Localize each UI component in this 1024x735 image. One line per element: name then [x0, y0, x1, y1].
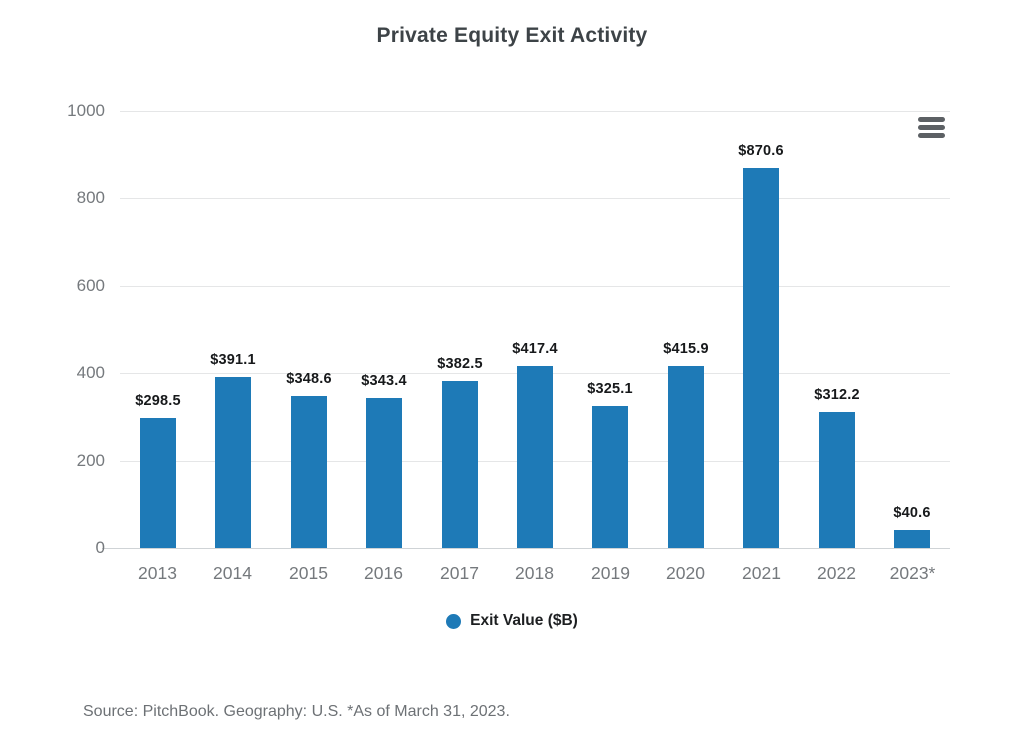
x-tick-label: 2021 — [742, 563, 781, 583]
x-tick-label: 2015 — [289, 563, 328, 583]
value-label: $382.5 — [437, 356, 483, 372]
bar-2020[interactable] — [668, 366, 704, 548]
value-label: $417.4 — [512, 341, 558, 357]
value-label: $312.2 — [814, 387, 860, 403]
legend: Exit Value ($B) — [0, 612, 1024, 630]
bar-2013[interactable] — [140, 418, 176, 548]
legend-label: Exit Value ($B) — [470, 612, 578, 629]
bar-2018[interactable] — [517, 366, 553, 548]
value-label: $870.6 — [738, 143, 784, 159]
bar-2014[interactable] — [215, 377, 251, 548]
bar-2016[interactable] — [366, 398, 402, 548]
y-tick-label: 800 — [76, 188, 105, 207]
y-tick-label: 1000 — [67, 101, 105, 120]
bar-2017[interactable] — [442, 381, 478, 548]
value-label: $298.5 — [135, 393, 181, 409]
y-tick-label: 400 — [76, 363, 105, 382]
value-label: $415.9 — [663, 341, 709, 357]
menu-icon-bar — [918, 116, 945, 122]
value-label: $391.1 — [210, 352, 256, 368]
x-tick-label: 2017 — [440, 563, 479, 583]
y-tick-label: 600 — [76, 276, 105, 295]
source-note: Source: PitchBook. Geography: U.S. *As o… — [83, 703, 510, 720]
value-label: $325.1 — [587, 381, 633, 397]
bar-2019[interactable] — [592, 406, 628, 548]
bar-2021[interactable] — [743, 168, 779, 548]
x-tick-label: 2013 — [138, 563, 177, 583]
x-tick-label: 2020 — [666, 563, 705, 583]
x-axis-line — [102, 548, 950, 549]
value-label: $348.6 — [286, 371, 332, 387]
x-tick-label: 2018 — [515, 563, 554, 583]
menu-icon-bar — [918, 132, 945, 138]
x-tick-label: 2023* — [889, 563, 936, 583]
bar-2023[interactable] — [894, 530, 930, 548]
chart-title: Private Equity Exit Activity — [376, 24, 648, 47]
menu-icon[interactable] — [918, 115, 945, 139]
x-tick-label: 2022 — [817, 563, 856, 583]
y-tick-label: 200 — [76, 451, 105, 470]
x-tick-label: 2014 — [213, 563, 252, 583]
gridline — [120, 198, 950, 199]
value-label: $40.6 — [893, 505, 931, 521]
value-label: $343.4 — [361, 373, 407, 389]
x-tick-label: 2016 — [364, 563, 403, 583]
plot-area: 0 200 400 600 800 1000 $298.5 2013 $391.1 2014 $34… — [67, 101, 950, 583]
gridline — [120, 286, 950, 287]
gridline — [120, 111, 950, 112]
bar-2015[interactable] — [291, 396, 327, 548]
y-tick-label: 0 — [95, 538, 105, 557]
menu-icon-bar — [918, 124, 945, 130]
bar-2022[interactable] — [819, 412, 855, 548]
x-tick-label: 2019 — [591, 563, 630, 583]
legend-dot-icon — [446, 613, 462, 629]
